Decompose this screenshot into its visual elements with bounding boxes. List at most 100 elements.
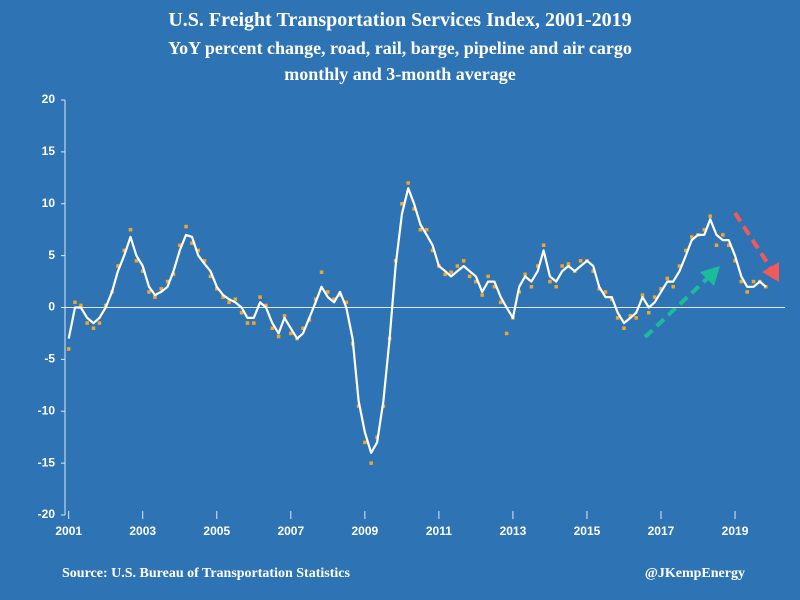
data-point — [523, 272, 527, 277]
y-tick-label: -20 — [38, 507, 56, 521]
data-point — [282, 314, 287, 318]
data-point — [270, 326, 275, 330]
data-point — [726, 243, 731, 247]
data-point — [566, 262, 571, 266]
data-point — [554, 285, 558, 289]
data-point — [258, 295, 262, 299]
x-tick-label: 2019 — [722, 524, 749, 538]
data-point — [647, 310, 651, 315]
data-point — [677, 264, 682, 268]
y-tick-label: 0 — [48, 300, 55, 314]
data-point — [97, 321, 102, 325]
data-point — [424, 227, 429, 232]
data-point — [165, 279, 170, 284]
data-point — [751, 279, 756, 284]
data-point — [363, 440, 367, 445]
data-point — [227, 300, 231, 305]
data-point — [498, 300, 503, 305]
data-point — [455, 264, 460, 268]
data-point — [708, 214, 712, 218]
data-point — [159, 287, 163, 291]
data-point — [338, 293, 342, 297]
y-tick-label: 5 — [48, 248, 55, 262]
data-point — [301, 326, 305, 330]
data-point — [79, 303, 83, 308]
data-point — [671, 285, 675, 289]
x-tick-label: 2005 — [203, 524, 230, 538]
data-point — [541, 243, 546, 247]
data-point — [733, 259, 737, 263]
data-point — [369, 461, 373, 465]
data-point — [66, 347, 71, 351]
data-point — [745, 290, 749, 294]
data-point — [603, 290, 608, 294]
data-point — [486, 274, 490, 279]
average-line — [67, 187, 767, 454]
data-point — [332, 297, 336, 301]
source: Source: U.S. Bureau of Transportation St… — [62, 566, 350, 581]
x-tick-label: 2001 — [55, 524, 82, 538]
arrow — [733, 211, 774, 272]
data-point — [721, 233, 725, 237]
data-point — [535, 264, 540, 268]
data-point — [615, 316, 620, 320]
data-point — [418, 227, 423, 232]
data-point — [560, 264, 564, 268]
data-point — [702, 227, 707, 232]
data-point — [449, 270, 453, 274]
data-point — [140, 269, 145, 273]
x-tick-label: 2007 — [277, 524, 304, 538]
data-point — [319, 270, 324, 274]
data-point — [548, 279, 552, 284]
data-point — [634, 316, 638, 320]
x-tick-label: 2013 — [500, 524, 527, 538]
data-point — [529, 285, 534, 289]
data-point — [73, 300, 77, 305]
data-point — [245, 321, 250, 325]
data-point — [492, 285, 497, 289]
data-point — [480, 293, 484, 297]
data-point — [91, 326, 96, 330]
data-point — [184, 224, 188, 229]
arrow-head — [762, 262, 779, 282]
data-point — [326, 290, 330, 294]
x-tick-label: 2011 — [426, 524, 452, 538]
y-tick-label: 20 — [42, 92, 56, 106]
x-tick-label: 2003 — [129, 524, 156, 538]
data-point — [221, 295, 225, 299]
chart-title: U.S. Freight Transportation Services Ind… — [168, 9, 631, 31]
data-point — [443, 272, 447, 277]
data-point — [430, 248, 435, 253]
x-tick-label: 2009 — [351, 524, 378, 538]
data-point — [467, 274, 472, 279]
data-point — [116, 264, 120, 268]
data-point — [504, 331, 509, 336]
y-tick-label: -10 — [38, 403, 56, 417]
data-point — [400, 202, 404, 206]
data-point — [208, 274, 213, 279]
data-point — [739, 279, 744, 284]
data-point — [128, 227, 133, 232]
data-point — [659, 287, 663, 291]
data-point — [153, 295, 157, 299]
arrow-head — [700, 266, 720, 286]
data-point — [147, 290, 151, 294]
data-point — [289, 331, 293, 336]
data-point — [622, 326, 626, 330]
data-point — [665, 276, 670, 281]
x-tick-label: 2017 — [648, 524, 675, 538]
data-point — [474, 279, 478, 284]
data-point — [591, 269, 595, 273]
data-point — [85, 321, 89, 325]
data-point — [178, 243, 182, 247]
data-point — [689, 235, 694, 239]
data-point — [134, 259, 139, 263]
data-point — [122, 248, 126, 253]
data-point — [239, 310, 244, 315]
data-point — [202, 259, 207, 263]
data-point — [578, 259, 583, 263]
data-point — [461, 259, 466, 263]
credit: @JKempEnergy — [645, 566, 745, 581]
y-tick-label: 10 — [42, 196, 56, 210]
